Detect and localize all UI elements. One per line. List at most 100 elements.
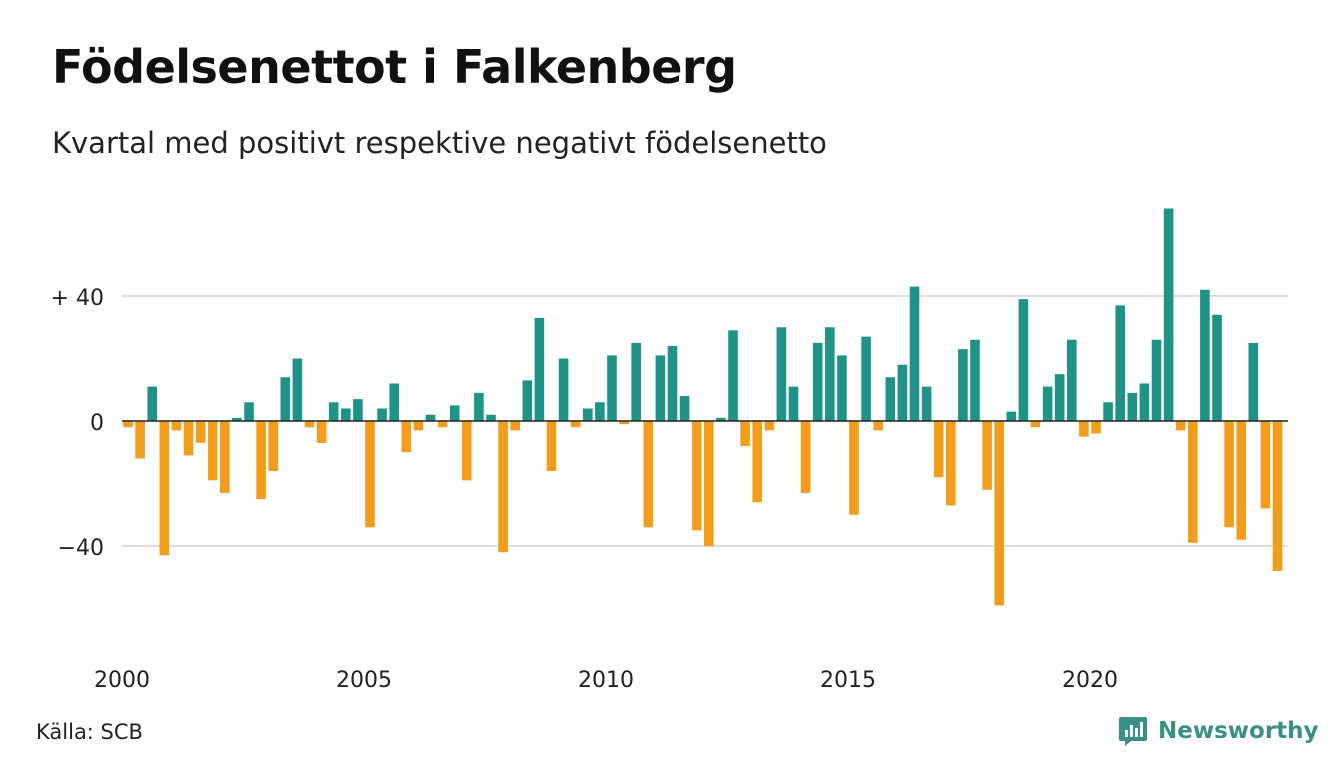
brand-name: Newsworthy xyxy=(1158,718,1319,744)
bar xyxy=(1103,402,1113,421)
bar xyxy=(244,402,254,421)
x-tick-label: 2000 xyxy=(94,668,150,693)
bar xyxy=(982,421,992,490)
y-tick-label: −40 xyxy=(58,536,104,561)
bar xyxy=(486,414,496,421)
bar xyxy=(183,421,194,456)
bar xyxy=(316,421,327,443)
bar xyxy=(667,346,678,421)
bar xyxy=(1115,305,1125,421)
x-tick-label: 2020 xyxy=(1062,668,1118,693)
bar xyxy=(389,383,399,421)
bar xyxy=(280,377,291,421)
bar xyxy=(1151,339,1162,421)
bar xyxy=(1042,386,1053,421)
bar xyxy=(897,364,908,421)
bar xyxy=(304,421,315,428)
bar xyxy=(994,421,1004,606)
bar xyxy=(449,405,460,421)
bar xyxy=(679,396,690,421)
bar xyxy=(474,392,484,421)
bar xyxy=(740,421,750,446)
newsworthy-logo-icon xyxy=(1119,717,1147,746)
bar xyxy=(365,421,375,528)
bar xyxy=(716,417,726,421)
bar xyxy=(498,421,508,553)
bar xyxy=(147,386,157,421)
brand-logo: Newsworthy xyxy=(1118,714,1319,748)
bar xyxy=(1224,421,1234,528)
bar xyxy=(413,421,424,431)
bar xyxy=(377,408,387,421)
bar xyxy=(788,386,799,421)
bar xyxy=(825,327,835,421)
bar xyxy=(1139,383,1150,421)
bar xyxy=(1260,421,1271,509)
bar xyxy=(353,399,363,421)
bar xyxy=(1127,392,1138,421)
bar xyxy=(1079,421,1089,437)
bar xyxy=(1272,421,1283,571)
bar xyxy=(425,414,436,421)
bar xyxy=(1030,421,1041,428)
bar xyxy=(522,380,533,421)
bar xyxy=(534,317,545,421)
chart-title: Födelsenettot i Falkenberg xyxy=(52,40,737,94)
bar xyxy=(933,421,944,478)
bar xyxy=(328,402,339,421)
bar xyxy=(195,421,206,443)
chart-subtitle: Kvartal med positivt respektive negativt… xyxy=(52,126,827,160)
bar xyxy=(764,421,775,431)
bars xyxy=(123,208,1283,606)
bar xyxy=(546,421,557,471)
y-tick-label: 0 xyxy=(90,411,104,436)
bar xyxy=(207,421,218,481)
bar xyxy=(776,327,787,421)
bar xyxy=(401,421,412,453)
bar xyxy=(800,421,811,493)
bar xyxy=(558,358,569,421)
x-tick-label: 2015 xyxy=(820,668,876,693)
bar xyxy=(570,421,581,428)
bar xyxy=(256,421,266,500)
bar xyxy=(1163,208,1174,421)
bar xyxy=(232,417,242,421)
bar xyxy=(171,421,182,431)
bar xyxy=(1212,314,1222,421)
bar xyxy=(728,330,738,421)
bar xyxy=(1248,342,1259,421)
bar xyxy=(1236,421,1246,540)
bar xyxy=(268,421,278,471)
x-tick-label: 2005 xyxy=(336,668,392,693)
bar xyxy=(958,349,968,421)
bar xyxy=(691,421,702,531)
bar xyxy=(1018,299,1029,421)
bar xyxy=(1067,339,1077,421)
y-axis-labels: + 40 0 −40 xyxy=(51,286,104,561)
bar xyxy=(643,421,654,528)
source-label: Källa: SCB xyxy=(36,720,143,744)
bar xyxy=(631,342,641,421)
bar xyxy=(123,421,133,428)
bar xyxy=(220,421,230,493)
bar xyxy=(583,408,593,421)
x-axis-labels: 2000 2005 2010 2015 2020 xyxy=(94,668,1118,693)
bar xyxy=(135,421,145,459)
x-tick-label: 2010 xyxy=(578,668,634,693)
bar xyxy=(619,421,629,425)
bar xyxy=(292,358,303,421)
bar xyxy=(970,339,980,421)
bar xyxy=(812,342,823,421)
bar xyxy=(837,355,847,421)
bar xyxy=(159,421,170,556)
bar xyxy=(1200,289,1210,421)
bar xyxy=(510,421,520,431)
bar xyxy=(873,421,883,431)
bar xyxy=(595,402,605,421)
bar xyxy=(861,336,871,421)
y-tick-label: + 40 xyxy=(51,286,104,311)
bar xyxy=(1175,421,1186,431)
bar xyxy=(462,421,472,481)
bar xyxy=(655,355,666,421)
bar xyxy=(849,421,859,515)
